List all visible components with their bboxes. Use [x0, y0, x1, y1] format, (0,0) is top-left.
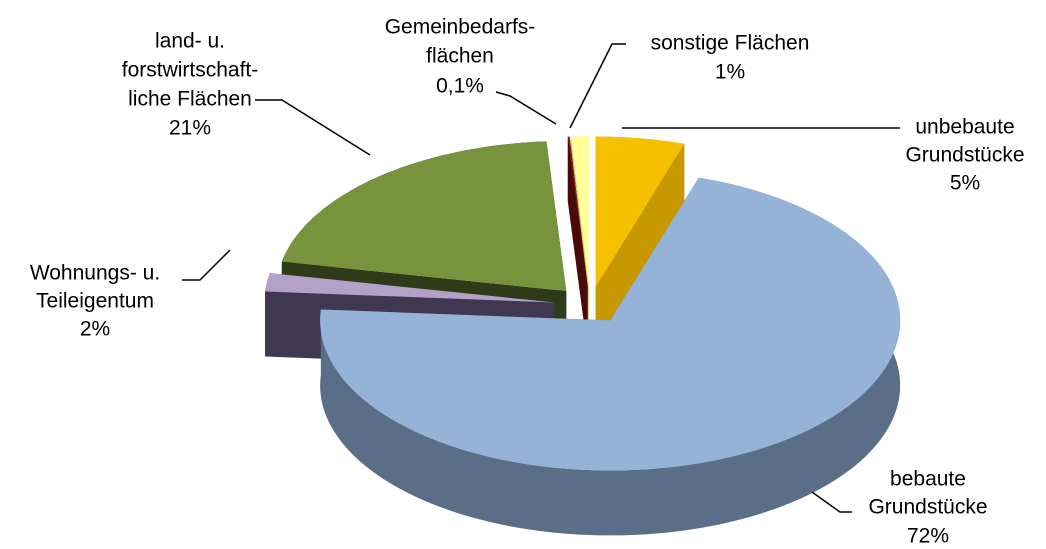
- category-label: Gemeinbedarfs-: [385, 16, 536, 39]
- category-label: liche Flächen: [128, 88, 252, 111]
- category-label: forstwirtschaft-: [122, 59, 259, 82]
- value-label: 5%: [950, 172, 980, 195]
- category-label: Teileigentum: [36, 290, 154, 313]
- leader-line: [182, 249, 231, 281]
- slice: [570, 136, 589, 287]
- leader-line: [569, 43, 626, 129]
- slice-wall: [569, 136, 588, 352]
- slice: [595, 136, 685, 287]
- value-label: 1%: [715, 61, 745, 84]
- pie: [265, 136, 901, 536]
- leader-line: [255, 99, 371, 156]
- value-label: 0,1%: [436, 75, 484, 98]
- category-label: sonstige Flächen: [651, 32, 810, 55]
- category-label: Grundstücke: [868, 496, 987, 519]
- slice: [567, 136, 588, 287]
- category-label: bebaute: [890, 468, 966, 491]
- category-label: land- u.: [155, 30, 225, 53]
- slice-side: [567, 136, 570, 202]
- labels: unbebaute Grundstücke 5% bebaute Grundst…: [30, 16, 1025, 548]
- slice: [281, 141, 567, 292]
- slice-side: [265, 273, 270, 357]
- leader-line: [811, 491, 852, 513]
- value-label: 72%: [907, 525, 949, 548]
- category-label: flächen: [426, 45, 494, 68]
- category-label: Wohnungs- u.: [30, 262, 160, 285]
- category-label: unbebaute: [915, 116, 1014, 139]
- slice: [320, 177, 901, 471]
- slice: [265, 273, 555, 303]
- leader-line: [495, 91, 557, 125]
- value-label: 2%: [80, 318, 110, 341]
- category-label: Grundstücke: [905, 144, 1024, 167]
- value-label: 21%: [169, 117, 211, 140]
